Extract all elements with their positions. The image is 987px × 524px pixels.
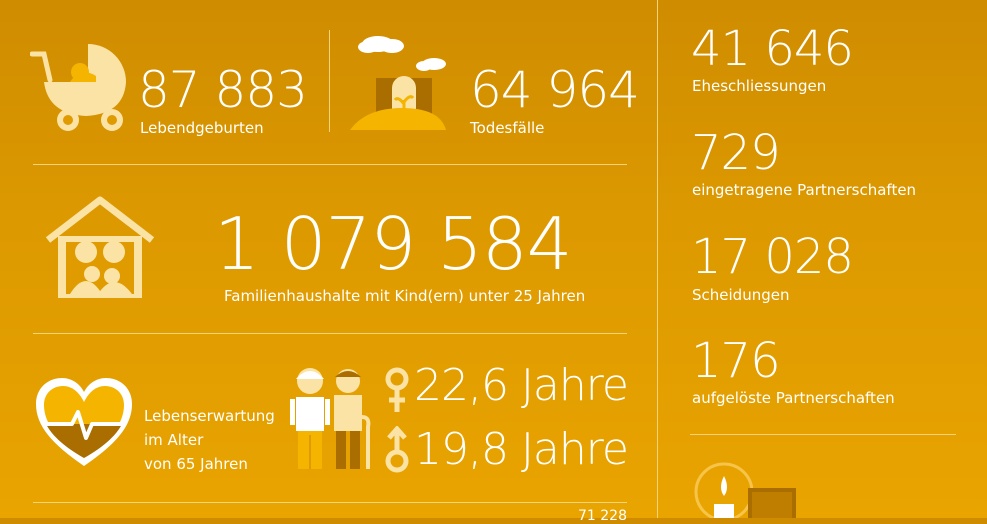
- marriages-value: 41 646: [691, 21, 854, 77]
- divider-horizontal-right: [690, 434, 956, 435]
- divider-horizontal-2: [33, 333, 627, 334]
- pram-icon: [30, 44, 126, 131]
- life-expectancy-label-2: im Alter: [144, 431, 204, 449]
- divider-vertical-top: [329, 30, 330, 132]
- female-symbol-icon: [385, 367, 409, 412]
- life-expectancy-label-3: von 65 Jahren: [144, 455, 248, 473]
- life-expectancy-male: 19,8 Jahre: [414, 424, 629, 475]
- marriages-label: Eheschliessungen: [692, 77, 827, 95]
- life-expectancy-female: 22,6 Jahre: [414, 360, 629, 411]
- households-label: Familienhaushalte mit Kind(ern) unter 25…: [224, 287, 586, 305]
- heart-pulse-icon: [36, 378, 132, 466]
- deaths-label: Todesfälle: [470, 119, 545, 137]
- bottom-partial-value: 71 228: [578, 508, 627, 524]
- divorces-label: Scheidungen: [692, 286, 790, 304]
- births-value: 87 883: [138, 61, 308, 119]
- deaths-value: 64 964: [470, 61, 640, 119]
- male-symbol-icon: [385, 426, 409, 473]
- divorces-value: 17 028: [691, 229, 854, 285]
- dissolved-partnerships-value: 176: [691, 333, 781, 389]
- partnerships-value: 729: [691, 125, 781, 181]
- life-expectancy-label-1: Lebenserwartung: [144, 407, 275, 425]
- elderly-couple-icon: [290, 368, 371, 469]
- partnerships-label: eingetragene Partnerschaften: [692, 181, 917, 199]
- dissolved-partnerships-label: aufgelöste Partnerschaften: [692, 389, 895, 407]
- births-label: Lebendgeburten: [140, 119, 264, 137]
- family-house-icon: [45, 196, 155, 298]
- households-value: 1 079 584: [214, 202, 572, 286]
- divider-horizontal-3: [33, 502, 627, 503]
- divider-vertical-right: [657, 0, 658, 518]
- divider-horizontal-1: [33, 164, 627, 165]
- grave-icon: [350, 36, 446, 130]
- candle-book-icon: [694, 462, 796, 518]
